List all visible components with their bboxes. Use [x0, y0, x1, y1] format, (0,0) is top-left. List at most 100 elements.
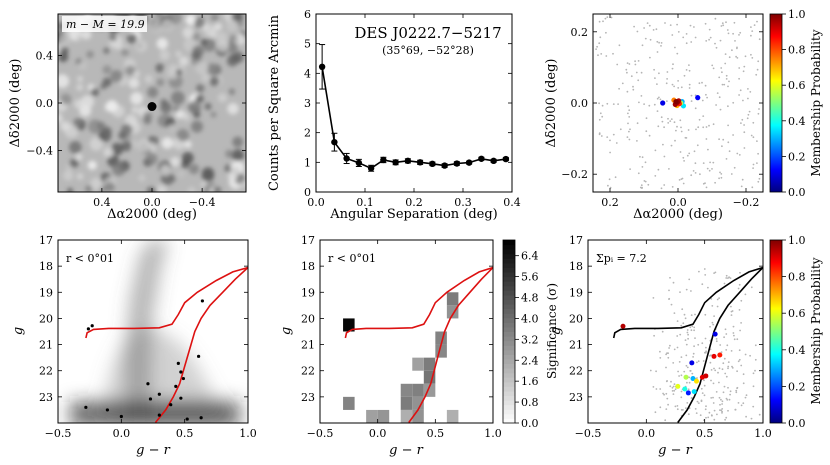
- cmd-background-star: [705, 350, 707, 353]
- background-star: [684, 136, 687, 139]
- cmd-background-star: [690, 314, 693, 316]
- background-star: [671, 83, 674, 86]
- cmd-background-star: [665, 380, 668, 383]
- background-star: [758, 38, 761, 41]
- panel4-xtick-label: −0.5: [45, 427, 72, 440]
- cmd-background-star: [672, 393, 675, 395]
- background-star: [601, 115, 604, 118]
- background-star: [666, 100, 668, 102]
- background-star: [752, 163, 755, 166]
- background-star: [693, 150, 696, 153]
- cmd-member-star: [717, 352, 723, 358]
- background-star: [709, 36, 712, 39]
- cmd-background-star: [752, 372, 755, 375]
- cmd-background-star: [721, 400, 724, 403]
- background-star: [637, 60, 640, 62]
- background-star: [663, 126, 665, 129]
- cmd-background-star: [715, 340, 718, 343]
- cmd-background-star: [652, 386, 655, 388]
- cmd-background-star: [704, 274, 707, 276]
- cmd-background-star: [725, 333, 728, 335]
- background-star: [685, 33, 688, 35]
- background-star: [720, 176, 723, 179]
- panel3-ylabel: Δδ2000 (deg): [544, 59, 559, 148]
- cmd-background-star: [740, 322, 742, 324]
- cmd-background-star: [676, 346, 679, 349]
- cmd-background-star: [734, 408, 737, 411]
- background-star: [598, 102, 600, 105]
- background-star: [662, 143, 664, 146]
- background-star: [725, 78, 728, 80]
- profile-point: [331, 138, 338, 146]
- background-star: [644, 161, 647, 164]
- cmd-member-star: [682, 386, 688, 392]
- background-star: [609, 151, 611, 154]
- cmd-background-star: [710, 354, 712, 356]
- background-star: [640, 95, 643, 97]
- profile-point: [404, 157, 412, 165]
- background-star: [705, 126, 708, 128]
- cmd-background-star: [722, 391, 725, 394]
- cmd-background-star: [691, 325, 694, 328]
- cmd-background-star: [738, 349, 741, 352]
- panel2-ytick-label: 0: [304, 186, 311, 199]
- background-star: [718, 76, 721, 79]
- cmd-background-star: [672, 385, 675, 388]
- profile-point: [367, 165, 375, 172]
- panel2-xlabel: Angular Separation (deg): [329, 207, 498, 222]
- background-star: [705, 40, 708, 42]
- cmd-member-star: [691, 389, 697, 395]
- panel5-ytick-label: 22: [301, 365, 315, 378]
- background-star: [608, 178, 611, 181]
- cmd-background-star: [673, 348, 676, 351]
- significance-cell: [412, 383, 424, 397]
- background-star: [712, 123, 715, 126]
- colorbar-segment: [503, 340, 515, 346]
- background-star: [749, 91, 752, 93]
- cmd-background-star: [740, 299, 743, 302]
- background-star: [615, 142, 618, 144]
- cmd-background-star: [683, 313, 686, 316]
- background-star: [625, 68, 628, 71]
- panel2-ytick-label: 3: [304, 97, 311, 110]
- cmd-background-star: [668, 289, 670, 292]
- profile-points: [318, 63, 510, 172]
- background-star: [699, 173, 701, 176]
- background-star: [612, 133, 615, 136]
- cmd-background-star: [728, 398, 731, 401]
- background-star: [639, 186, 642, 189]
- background-star: [732, 134, 734, 136]
- cmd-background-star: [697, 402, 700, 404]
- panel3-xtick-label: 0.2: [601, 196, 619, 209]
- background-star: [711, 168, 713, 170]
- background-star: [671, 186, 674, 188]
- cmd-background-star: [713, 409, 716, 412]
- cmd-background-star: [737, 360, 740, 363]
- background-star: [738, 77, 740, 80]
- background-star: [658, 96, 660, 99]
- panel4-xtick-label: 0.0: [113, 427, 131, 440]
- panel1-ytick-label: 0.4: [36, 50, 54, 63]
- background-star: [704, 22, 707, 25]
- background-star: [675, 129, 677, 132]
- cmd-background-star: [724, 418, 726, 421]
- cmd-background-star: [731, 310, 734, 312]
- panel6-ytick-label: 23: [569, 391, 583, 404]
- background-star: [698, 82, 701, 85]
- cmd-background-star: [705, 416, 707, 419]
- background-star: [637, 79, 640, 82]
- cmd-star: [185, 417, 189, 421]
- colorbar-segment: [503, 418, 515, 424]
- cmd-background-star: [723, 282, 726, 285]
- background-star: [721, 145, 723, 148]
- background-star: [722, 138, 725, 141]
- cmd-star: [169, 403, 173, 407]
- cmd-background-star: [738, 283, 741, 286]
- background-star: [648, 104, 651, 107]
- background-star: [670, 118, 673, 120]
- background-star: [673, 85, 675, 88]
- background-star: [643, 27, 645, 29]
- background-star: [718, 177, 720, 180]
- cmd-background-star: [689, 370, 692, 372]
- background-star: [711, 64, 714, 67]
